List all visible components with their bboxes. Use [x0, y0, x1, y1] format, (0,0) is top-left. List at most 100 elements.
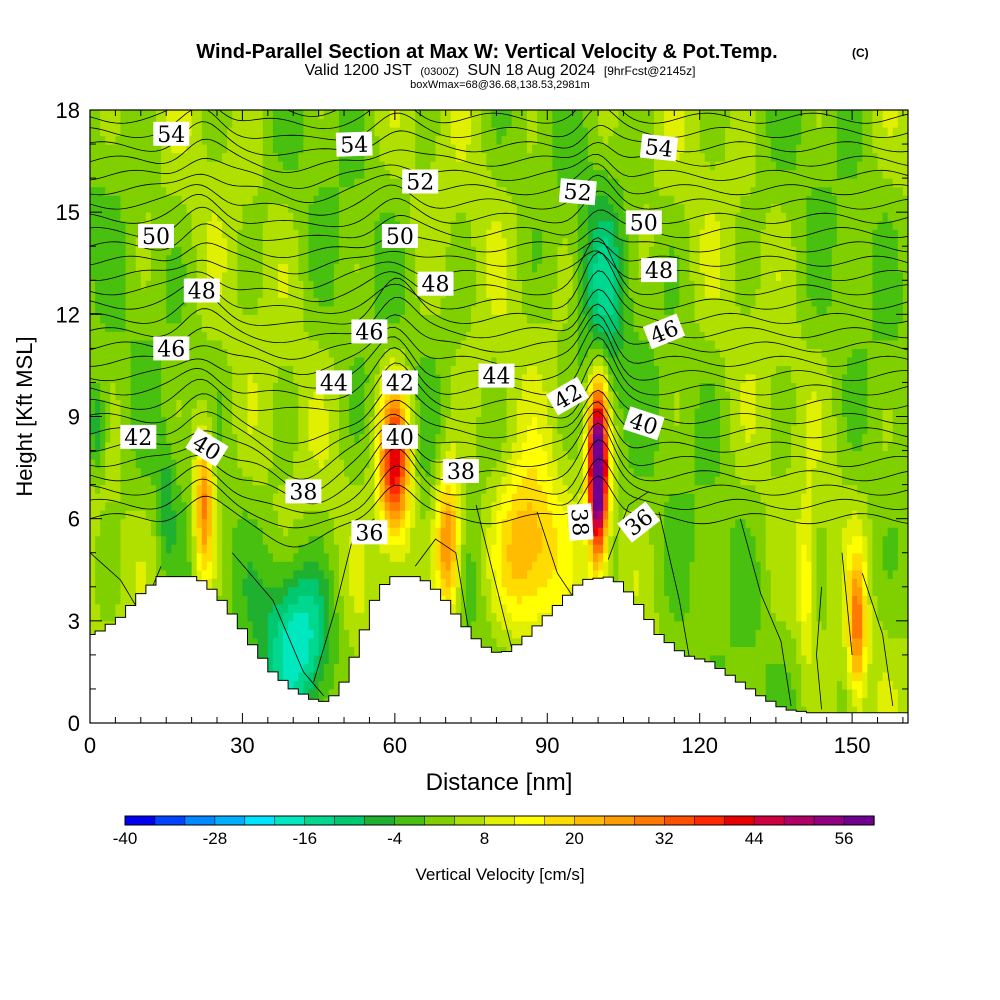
velocity-cell	[323, 612, 330, 622]
velocity-cell	[247, 484, 254, 494]
velocity-cell	[267, 365, 274, 375]
velocity-cell	[166, 450, 172, 460]
velocity-cell	[435, 237, 442, 247]
velocity-cell	[237, 467, 244, 477]
velocity-cell	[344, 544, 350, 554]
velocity-cell	[303, 161, 310, 171]
velocity-cell	[257, 544, 264, 554]
velocity-cell	[313, 680, 320, 690]
velocity-cell	[323, 671, 330, 682]
velocity-cell	[288, 220, 294, 230]
velocity-cell	[389, 118, 396, 128]
velocity-cell	[425, 450, 432, 460]
velocity-cell	[257, 552, 264, 562]
velocity-cell	[206, 416, 213, 426]
velocity-cell	[196, 331, 203, 341]
velocity-cell	[252, 229, 259, 239]
velocity-cell	[115, 152, 122, 162]
velocity-cell	[425, 476, 432, 486]
velocity-cell	[384, 305, 391, 315]
velocity-cell	[435, 246, 442, 256]
velocity-cell	[399, 569, 406, 579]
velocity-cell	[156, 161, 162, 171]
velocity-cell	[100, 254, 106, 264]
velocity-cell	[171, 110, 177, 120]
velocity-cell	[440, 578, 447, 588]
velocity-cell	[130, 135, 137, 145]
velocity-cell	[288, 348, 294, 358]
velocity-cell	[90, 178, 96, 188]
velocity-cell	[110, 212, 116, 222]
velocity-cell	[262, 620, 269, 630]
velocity-cell	[349, 637, 355, 647]
velocity-cell	[222, 297, 228, 307]
velocity-cell	[308, 161, 315, 171]
velocity-cell	[384, 459, 391, 469]
velocity-cell	[206, 339, 213, 349]
velocity-cell	[242, 314, 249, 324]
velocity-cell	[176, 365, 183, 375]
velocity-cell	[415, 484, 421, 494]
velocity-cell	[242, 229, 249, 239]
velocity-cell	[135, 518, 142, 528]
velocity-cell	[115, 161, 122, 171]
velocity-cell	[328, 433, 335, 443]
velocity-cell	[374, 578, 381, 588]
velocity-cell	[115, 578, 122, 588]
velocity-cell	[181, 356, 188, 367]
velocity-cell	[222, 144, 228, 154]
velocity-cell	[110, 271, 116, 281]
velocity-cell	[115, 535, 122, 545]
velocity-cell	[227, 603, 233, 613]
velocity-cell	[156, 186, 162, 196]
velocity-cell	[191, 407, 198, 418]
velocity-cell	[384, 271, 391, 281]
velocity-cell	[293, 578, 299, 588]
velocity-cell	[115, 442, 122, 452]
velocity-cell	[145, 407, 152, 418]
velocity-cell	[120, 586, 127, 596]
velocity-cell	[384, 331, 391, 341]
velocity-cell	[389, 459, 396, 469]
velocity-cell	[415, 407, 421, 418]
velocity-cell	[323, 416, 330, 426]
velocity-cell	[257, 382, 264, 392]
velocity-cell	[125, 365, 132, 375]
velocity-cell	[399, 365, 406, 375]
velocity-cell	[232, 254, 238, 264]
velocity-cell	[242, 442, 249, 452]
velocity-cell	[384, 212, 391, 222]
velocity-cell	[283, 603, 289, 613]
velocity-cell	[435, 314, 442, 324]
velocity-cell	[181, 254, 188, 264]
velocity-cell	[369, 186, 376, 196]
velocity-cell	[344, 501, 350, 511]
velocity-cell	[430, 220, 437, 230]
velocity-cell	[120, 527, 127, 537]
velocity-cell	[277, 254, 284, 264]
velocity-cell	[227, 254, 233, 264]
velocity-cell	[95, 450, 101, 460]
velocity-cell	[389, 144, 396, 154]
velocity-cell	[247, 493, 254, 503]
velocity-cell	[354, 510, 360, 520]
velocity-cell	[156, 322, 162, 332]
velocity-cell	[415, 348, 421, 358]
velocity-cell	[359, 493, 365, 503]
velocity-cell	[318, 356, 325, 367]
velocity-cell	[354, 288, 360, 298]
velocity-cell	[288, 212, 294, 222]
velocity-cell	[211, 169, 218, 179]
velocity-cell	[430, 348, 437, 358]
velocity-cell	[410, 297, 416, 307]
velocity-cell	[135, 288, 142, 298]
velocity-cell	[399, 127, 406, 137]
velocity-cell	[161, 382, 167, 392]
velocity-cell	[252, 271, 259, 281]
velocity-cell	[298, 220, 304, 230]
velocity-cell	[242, 595, 249, 605]
velocity-cell	[394, 169, 401, 179]
velocity-cell	[420, 425, 426, 435]
velocity-cell	[303, 688, 310, 699]
velocity-cell	[227, 203, 233, 213]
